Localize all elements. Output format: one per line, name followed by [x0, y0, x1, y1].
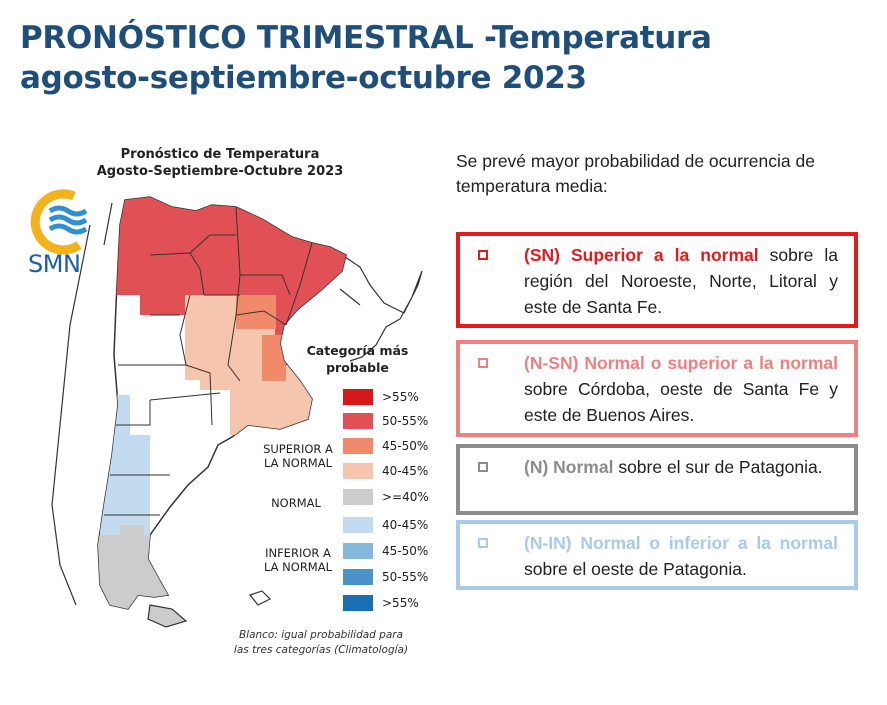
legend-swatch	[343, 413, 373, 429]
checkbox-bullet-icon	[478, 538, 488, 548]
forecast-item-text: (SN) Superior a la normal sobre la regió…	[524, 242, 838, 320]
legend-label: >55%	[382, 390, 419, 404]
forecast-item-text: (N) Normal sobre el sur de Patagonia.	[524, 454, 838, 480]
forecast-item-box: (N-IN) Normal o inferior a la normal sob…	[456, 520, 858, 590]
legend-title-line1: Categoría más	[306, 343, 409, 358]
page-title-line1: PRONÓSTICO TRIMESTRAL -Temperatura	[20, 20, 712, 56]
legend-label: 40-45%	[382, 464, 429, 478]
legend-swatch	[343, 569, 373, 585]
forecast-item-highlight: (N-SN) Normal o superior a la normal	[524, 353, 838, 373]
group-label-inferior: INFERIOR A LA NORMAL	[258, 546, 338, 574]
argentina-forecast-map	[51, 196, 423, 628]
zone-normal-superior	[185, 295, 320, 435]
map-footnote-line2: las tres categorías (Climatología)	[233, 644, 409, 656]
legend-swatch	[343, 389, 373, 405]
legend-label: 40-45%	[382, 518, 429, 532]
map-footnote: Blanco: igual probabilidad para las tres…	[226, 628, 416, 658]
legend-label: >55%	[382, 596, 419, 610]
legend-title: Categoría más probable	[300, 342, 415, 376]
forecast-item-text: (N-SN) Normal o superior a la normal sob…	[524, 350, 838, 428]
legend-swatch	[343, 438, 373, 454]
forecast-item-box: (N-SN) Normal o superior a la normal sob…	[456, 340, 858, 437]
province-borders	[104, 206, 313, 516]
forecast-item-highlight: (SN) Superior a la normal	[524, 245, 759, 265]
islands	[147, 590, 272, 628]
forecast-item-rest: sobre la región del Noroeste, Norte, Lit…	[524, 245, 839, 317]
group-label-superior-line2: LA NORMAL	[263, 456, 333, 470]
legend-label: 50-55%	[382, 570, 429, 584]
legend-swatch	[343, 463, 373, 479]
forecast-item-rest: sobre el oeste de Patagonia.	[524, 559, 747, 579]
legend-label: 50-55%	[382, 414, 429, 428]
checkbox-bullet-icon	[478, 462, 488, 472]
forecast-item-highlight: (N-IN) Normal o inferior a la normal	[524, 533, 838, 553]
neighbour-borders	[51, 202, 423, 606]
forecast-item-highlight: (N) Normal	[524, 457, 614, 477]
page-title-line2: agosto-septiembre-octubre 2023	[20, 60, 587, 96]
legend-label: >=40%	[382, 490, 429, 504]
group-label-superior-line1: SUPERIOR A	[263, 442, 333, 456]
forecast-item-rest: sobre el sur de Patagonia.	[613, 457, 823, 477]
forecast-item-box: (SN) Superior a la normal sobre la regió…	[456, 232, 858, 328]
group-label-inferior-line2: LA NORMAL	[263, 560, 333, 574]
legend-swatch	[343, 595, 373, 611]
legend-swatch	[343, 489, 373, 505]
map-title-line2: Agosto-Septiembre-Octubre 2023	[96, 164, 344, 179]
forecast-item-text: (N-IN) Normal o inferior a la normal sob…	[524, 530, 838, 582]
legend-label: 45-50%	[382, 544, 429, 558]
legend-swatch	[343, 517, 373, 533]
forecast-item-rest: sobre Córdoba, oeste de Santa Fe y este …	[524, 379, 838, 425]
map-title-line1: Pronóstico de Temperatura	[120, 147, 320, 162]
group-label-superior: SUPERIOR A LA NORMAL	[258, 442, 338, 470]
legend-label: 45-50%	[382, 439, 429, 453]
checkbox-bullet-icon	[478, 358, 488, 368]
map-title: Pronóstico de Temperatura Agosto-Septiem…	[60, 146, 380, 180]
checkbox-bullet-icon	[478, 250, 488, 260]
smn-logo-icon	[30, 189, 88, 255]
intro-text: Se prevé mayor probabilidad de ocurrenci…	[456, 151, 815, 196]
group-label-normal: NORMAL	[271, 496, 321, 510]
group-label-inferior-line1: INFERIOR A	[265, 546, 331, 560]
forecast-item-box: (N) Normal sobre el sur de Patagonia.	[456, 444, 858, 515]
page-title: PRONÓSTICO TRIMESTRAL -Temperatura agost…	[20, 18, 712, 98]
legend-title-line2: probable	[326, 360, 389, 375]
legend-swatch	[343, 543, 373, 559]
map-footnote-line1: Blanco: igual probabilidad para	[238, 629, 404, 641]
smn-logo-text: SMN	[28, 250, 81, 278]
